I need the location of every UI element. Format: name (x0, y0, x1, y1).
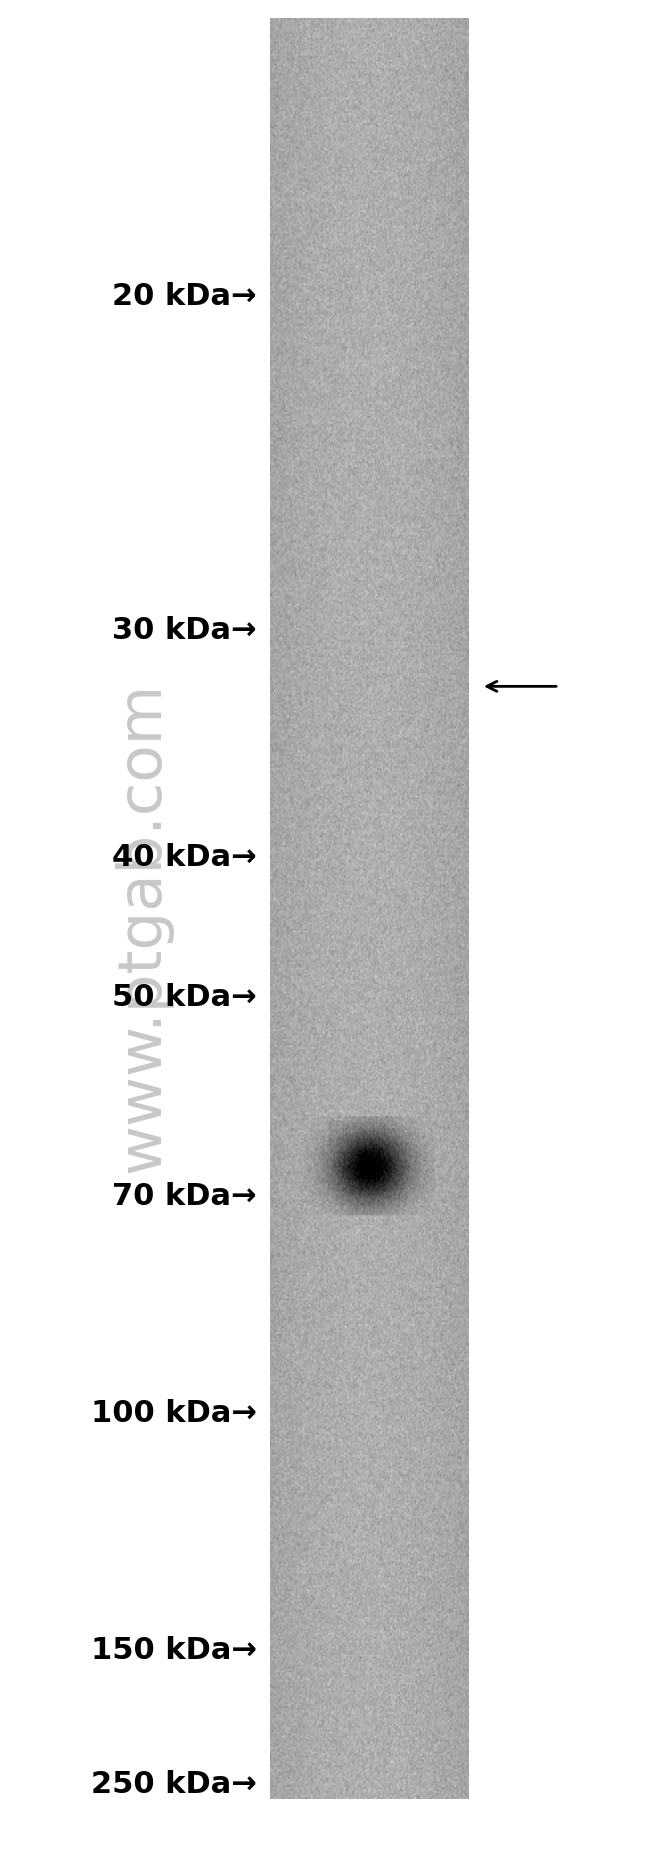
Text: 100 kDa→: 100 kDa→ (91, 1399, 257, 1428)
Text: www.ptgab.com: www.ptgab.com (114, 683, 172, 1172)
Text: 40 kDa→: 40 kDa→ (112, 842, 257, 872)
Text: 150 kDa→: 150 kDa→ (91, 1636, 257, 1666)
Text: 70 kDa→: 70 kDa→ (112, 1182, 257, 1211)
Text: 30 kDa→: 30 kDa→ (112, 616, 257, 646)
Text: 250 kDa→: 250 kDa→ (91, 1770, 257, 1799)
Text: 50 kDa→: 50 kDa→ (112, 983, 257, 1013)
Text: 20 kDa→: 20 kDa→ (112, 282, 257, 312)
